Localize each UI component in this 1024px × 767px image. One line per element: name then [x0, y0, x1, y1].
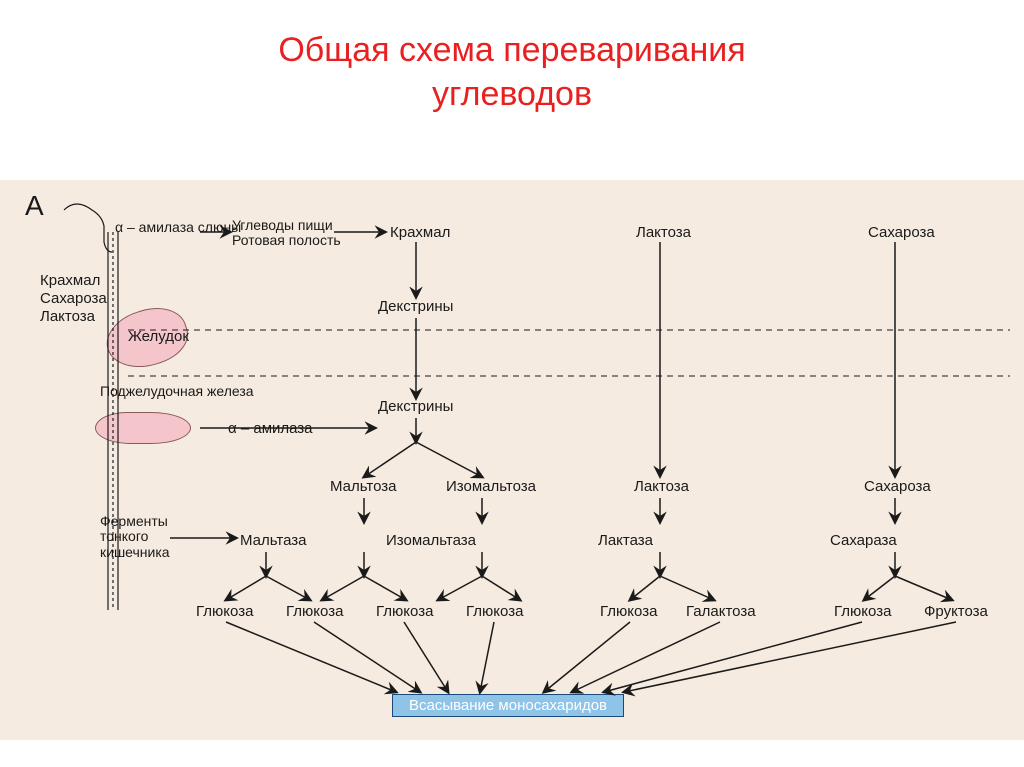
isomaltase: Изомальтаза: [386, 532, 476, 549]
pancreas-label: Поджелудочная железа: [100, 384, 254, 399]
title-line2: углеводов: [432, 75, 592, 113]
dextrins2: Декстрины: [378, 398, 453, 415]
isomaltose: Изомальтоза: [446, 478, 536, 495]
lactose-mid: Лактоза: [634, 478, 689, 495]
maltose: Мальтоза: [330, 478, 397, 495]
stomach-label: Желудок: [128, 328, 189, 345]
lactose-left: Лактоза: [40, 308, 95, 325]
lactose-top: Лактоза: [636, 224, 691, 241]
starch-top: Крахмал: [390, 224, 450, 241]
title-line1: Общая схема переваривания: [278, 31, 745, 69]
fructose: Фруктоза: [924, 603, 988, 620]
tract-outline: [0, 180, 1024, 740]
si-enzymes-label: Ферменты тонкого кишечника: [100, 514, 170, 560]
lactase: Лактаза: [598, 532, 653, 549]
pancreas-amylase: α – амилаза: [228, 420, 313, 437]
dextrins1: Декстрины: [378, 298, 453, 315]
arrows-layer: [0, 180, 1024, 740]
sucrose-top: Сахароза: [868, 224, 935, 241]
absorption-box: Всасывание моносахаридов: [392, 694, 624, 717]
page-title: Общая схема переваривания углеводов: [0, 0, 1024, 116]
glucose1: Глюкоза: [196, 603, 253, 620]
digestion-diagram: А α – амилаза слюны Углеводы пищи Ротова…: [0, 180, 1024, 740]
galactose: Галактоза: [686, 603, 756, 620]
sucrose-left: Сахароза: [40, 290, 107, 307]
glucose4: Глюкоза: [466, 603, 523, 620]
maltase: Мальтаза: [240, 532, 307, 549]
panel-letter: А: [25, 190, 44, 222]
sucrose-mid: Сахароза: [864, 478, 931, 495]
pancreas-shape: [95, 412, 191, 444]
glucose2: Глюкоза: [286, 603, 343, 620]
sucrase: Сахараза: [830, 532, 897, 549]
food-carbs-label: Углеводы пищи Ротовая полость: [232, 218, 341, 247]
glucose6: Глюкоза: [834, 603, 891, 620]
saliva-amylase-label: α – амилаза слюны: [115, 220, 241, 235]
glucose3: Глюкоза: [376, 603, 433, 620]
glucose5: Глюкоза: [600, 603, 657, 620]
starch-left: Крахмал: [40, 272, 100, 289]
